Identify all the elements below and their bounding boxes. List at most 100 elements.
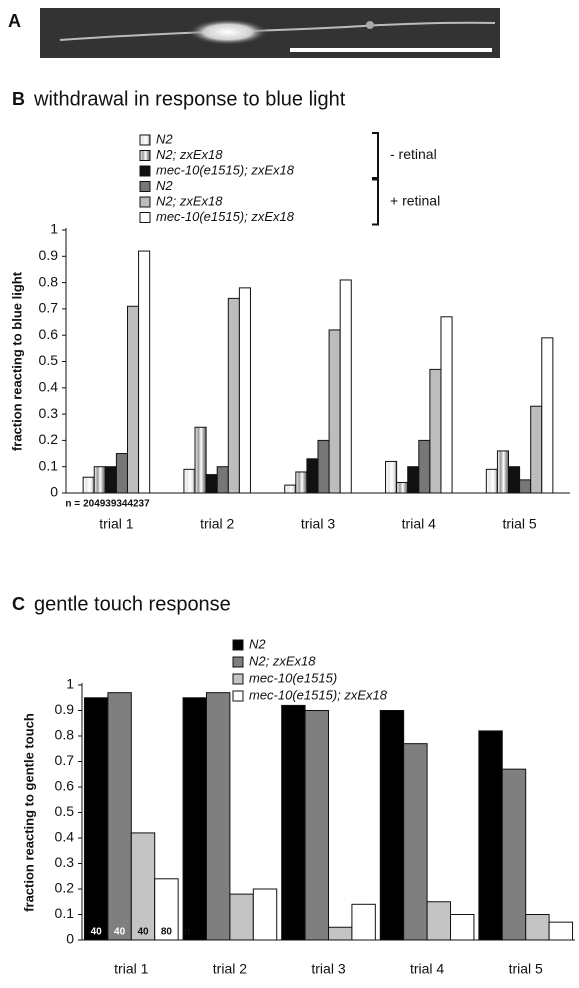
x-tick-label: trial 2 bbox=[200, 516, 234, 532]
y-axis-label: fraction reacting to blue light bbox=[9, 271, 24, 451]
sample-size: 40 bbox=[137, 927, 149, 938]
n-label: n bbox=[184, 927, 190, 938]
chart-title: gentle touch response bbox=[34, 593, 231, 615]
bar bbox=[403, 743, 428, 941]
legend-swatch bbox=[139, 196, 151, 208]
bar bbox=[281, 704, 306, 941]
bar bbox=[216, 466, 229, 494]
bar bbox=[93, 466, 106, 494]
x-tick-label: trial 4 bbox=[410, 961, 444, 977]
legend-swatch bbox=[139, 134, 151, 146]
chart-title: withdrawal in response to blue light bbox=[33, 88, 346, 110]
bar bbox=[328, 329, 341, 494]
bar bbox=[306, 458, 319, 494]
bar bbox=[126, 305, 140, 494]
bar bbox=[252, 888, 278, 941]
legend-swatch bbox=[139, 150, 151, 161]
bar bbox=[450, 914, 475, 941]
bar bbox=[379, 710, 405, 941]
bracket bbox=[372, 178, 379, 226]
y-tick-label: 1 bbox=[50, 221, 58, 237]
bar bbox=[183, 468, 196, 494]
legend-label: N2; zxEx18 bbox=[156, 193, 223, 208]
bar bbox=[339, 279, 352, 494]
y-tick-label: 0.4 bbox=[55, 829, 75, 845]
legend-swatch bbox=[139, 212, 151, 223]
y-tick-label: 0 bbox=[50, 484, 58, 500]
x-tick-label: trial 4 bbox=[402, 516, 436, 532]
n-label: n = bbox=[65, 499, 80, 510]
x-tick-label: trial 1 bbox=[99, 516, 133, 532]
y-tick-label: 0.3 bbox=[39, 405, 59, 421]
legend-label: N2 bbox=[156, 131, 173, 146]
legend-label: mec-10(e1515) bbox=[249, 670, 337, 685]
bar bbox=[205, 692, 231, 941]
sample-size: 34 bbox=[116, 499, 128, 510]
bar bbox=[440, 316, 453, 494]
bar bbox=[351, 903, 376, 941]
x-tick-label: trial 5 bbox=[502, 516, 536, 532]
bar bbox=[508, 466, 521, 494]
bar bbox=[418, 439, 431, 494]
sample-size: 80 bbox=[161, 927, 173, 938]
panel-label: A bbox=[8, 11, 21, 31]
bar bbox=[83, 697, 109, 941]
x-tick-label: trial 1 bbox=[114, 961, 148, 977]
sample-size: 42 bbox=[127, 499, 139, 510]
legend-swatch bbox=[139, 165, 151, 177]
bar bbox=[426, 901, 452, 941]
bar bbox=[530, 405, 543, 494]
bar bbox=[407, 466, 420, 494]
x-tick-label: trial 5 bbox=[509, 961, 543, 977]
y-axis-label: fraction reacting to gentle touch bbox=[21, 713, 36, 912]
bar bbox=[238, 287, 251, 494]
panel-label: C bbox=[12, 594, 25, 614]
y-tick-label: 0 bbox=[66, 931, 74, 947]
legend-label: N2 bbox=[156, 178, 173, 193]
bar bbox=[548, 921, 574, 941]
legend-label: N2; zxEx18 bbox=[156, 147, 223, 162]
y-tick-label: 0.9 bbox=[55, 701, 75, 717]
legend-label: mec-10(e1515); zxEx18 bbox=[156, 162, 295, 177]
bar bbox=[194, 426, 207, 494]
legend-swatch bbox=[139, 181, 151, 192]
y-tick-label: 0.5 bbox=[55, 803, 75, 819]
x-tick-label: trial 3 bbox=[311, 961, 345, 977]
bar bbox=[107, 692, 132, 941]
panel-label: B bbox=[12, 89, 25, 109]
legend-swatch bbox=[232, 673, 244, 685]
bar bbox=[429, 368, 442, 494]
bar bbox=[328, 926, 353, 941]
bar bbox=[317, 439, 330, 494]
legend-label: mec-10(e1515); zxEx18 bbox=[249, 687, 388, 702]
group-label: + retinal bbox=[390, 193, 440, 209]
y-tick-label: 0.7 bbox=[55, 752, 75, 768]
bar bbox=[182, 697, 207, 941]
y-tick-label: 0.8 bbox=[39, 273, 59, 289]
bar bbox=[519, 479, 532, 494]
y-tick-label: 1 bbox=[66, 676, 74, 692]
bar bbox=[396, 481, 409, 494]
y-tick-label: 0.5 bbox=[39, 352, 59, 368]
sample-size: 40 bbox=[114, 927, 126, 938]
bar bbox=[541, 337, 554, 494]
bar bbox=[284, 484, 297, 494]
bar bbox=[82, 476, 95, 494]
sample-size: 49 bbox=[94, 499, 106, 510]
bar bbox=[385, 460, 398, 494]
bar bbox=[227, 297, 240, 494]
bar bbox=[104, 466, 117, 494]
bar bbox=[229, 893, 254, 941]
y-tick-label: 0.9 bbox=[39, 247, 59, 263]
bar bbox=[130, 832, 156, 941]
sample-size: 37 bbox=[139, 499, 151, 510]
y-tick-label: 0.2 bbox=[55, 880, 75, 896]
bar bbox=[501, 768, 527, 941]
y-tick-label: 0.6 bbox=[55, 778, 75, 794]
bar bbox=[295, 471, 308, 494]
x-tick-label: trial 3 bbox=[301, 516, 335, 532]
x-tick-label: trial 2 bbox=[213, 961, 247, 977]
y-tick-label: 0.2 bbox=[39, 431, 59, 447]
sample-size: 20 bbox=[83, 499, 95, 510]
